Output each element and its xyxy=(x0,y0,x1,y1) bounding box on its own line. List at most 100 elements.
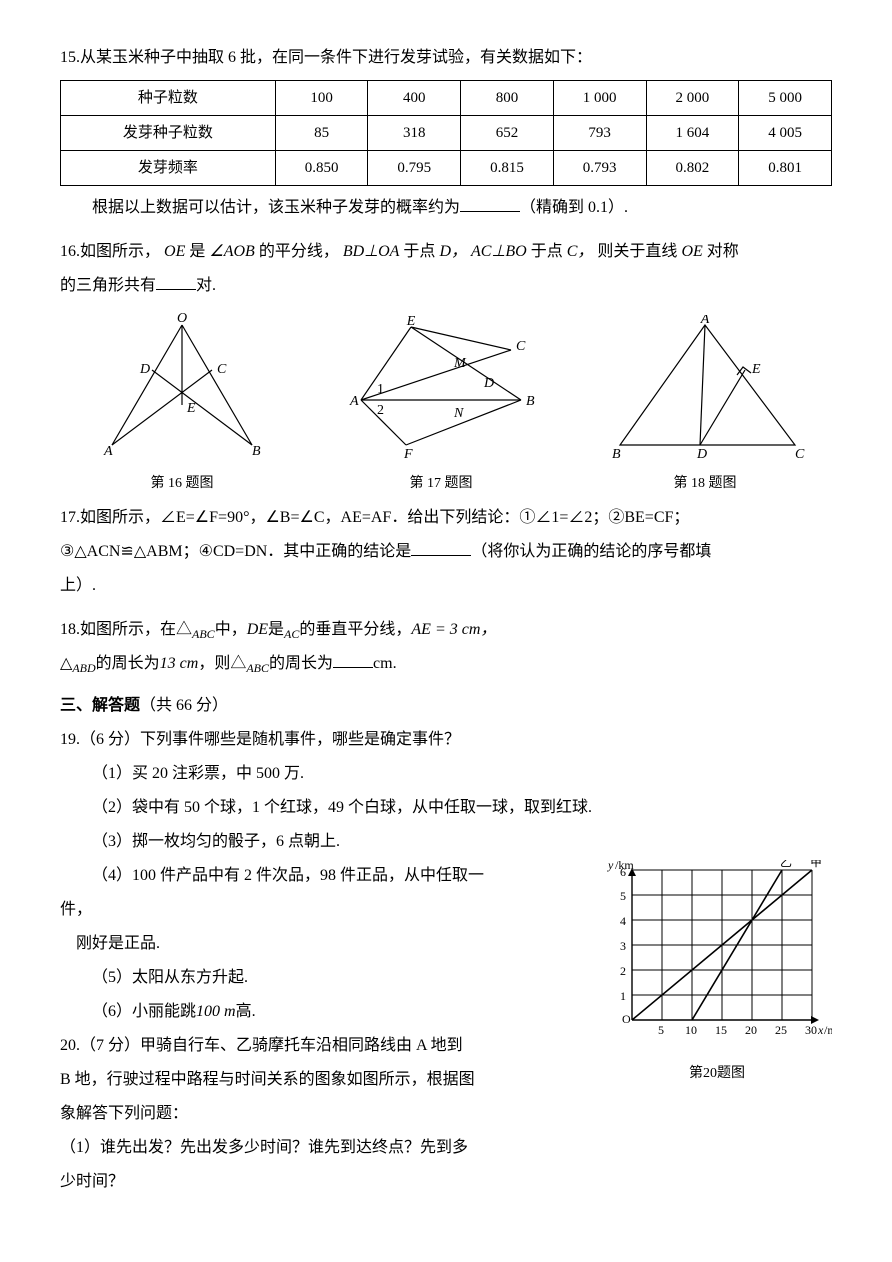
text: 的平分线， xyxy=(259,243,339,260)
fig18-svg: A E B D C xyxy=(600,315,810,460)
q18-l2: △ABD的周长为13 cm，则△ABC的周长为cm. xyxy=(60,648,832,680)
q17-l2: ③△ACN≌△ABM；④CD=DN．其中正确的结论是（将你认为正确的结论的序号都… xyxy=(60,536,832,568)
cell: 0.793 xyxy=(553,151,646,186)
q20-figure: O 1 2 3 4 5 6 5 10 15 20 25 30 y/km x/mi… xyxy=(602,860,832,1084)
fig17-svg: E C M D A N B F 1 2 xyxy=(336,315,546,460)
var: ABC xyxy=(246,661,269,675)
q19-item: （1）买 20 注彩票，中 500 万. xyxy=(60,758,832,790)
svg-text:25: 25 xyxy=(775,1023,787,1037)
q15-table: 种子粒数 100 400 800 1 000 2 000 5 000 发芽种子粒… xyxy=(60,80,832,186)
cell: 1 000 xyxy=(553,81,646,116)
svg-text:E: E xyxy=(186,401,196,416)
var: 13 cm xyxy=(160,655,199,672)
text: 根据以上数据可以估计，该玉米种子发芽的概率约为 xyxy=(92,199,460,216)
svg-text:A: A xyxy=(700,315,710,327)
fig17-caption: 第 17 题图 xyxy=(336,474,546,494)
svg-text:y: y xyxy=(607,860,614,872)
text: 对. xyxy=(196,277,216,294)
cell: 0.815 xyxy=(461,151,554,186)
cell: 0.850 xyxy=(275,151,368,186)
section-heading: 三、解答题 xyxy=(60,697,140,714)
cell: 800 xyxy=(461,81,554,116)
q17-l3: 上）. xyxy=(60,570,832,602)
cell: 2 000 xyxy=(646,81,739,116)
svg-text:C: C xyxy=(795,447,805,460)
svg-text:乙: 乙 xyxy=(780,860,792,869)
var: AE = 3 cm， xyxy=(411,621,496,638)
fig16-svg: O D C E A B xyxy=(82,310,282,460)
var: ABC xyxy=(192,627,215,641)
text: cm. xyxy=(373,655,397,672)
q15-prompt: 15.从某玉米种子中抽取 6 批，在同一条件下进行发芽试验，有关数据如下： xyxy=(60,42,832,74)
svg-text:1: 1 xyxy=(620,989,626,1003)
svg-text:4: 4 xyxy=(620,914,626,928)
svg-text:M: M xyxy=(453,356,467,371)
svg-text:2: 2 xyxy=(620,964,626,978)
cell: 793 xyxy=(553,116,646,151)
cell: 400 xyxy=(368,81,461,116)
text: 中， xyxy=(215,621,247,638)
var: OE xyxy=(681,243,702,260)
cell: 发芽种子粒数 xyxy=(61,116,276,151)
svg-text:D: D xyxy=(696,447,707,460)
svg-text:C: C xyxy=(516,339,526,354)
q20-chart-svg: O 1 2 3 4 5 6 5 10 15 20 25 30 y/km x/mi… xyxy=(602,860,832,1050)
q20-q1a: （1）谁先出发？先出发多少时间？谁先到达终点？先到多 xyxy=(60,1132,832,1164)
var: BD⊥OA xyxy=(343,243,400,260)
var: AC⊥BO xyxy=(471,243,527,260)
figures-row: O D C E A B 第 16 题图 E C xyxy=(60,310,832,494)
section3-title: 三、解答题（共 66 分） xyxy=(60,690,832,722)
cell: 1 604 xyxy=(646,116,739,151)
blank xyxy=(156,274,196,290)
section-note: （共 66 分） xyxy=(140,697,228,714)
svg-text:D: D xyxy=(483,376,494,391)
cell: 4 005 xyxy=(739,116,832,151)
text: 是 xyxy=(189,243,205,260)
table-row: 发芽种子粒数 85 318 652 793 1 604 4 005 xyxy=(61,116,832,151)
svg-text:E: E xyxy=(406,315,416,329)
text: 对称 xyxy=(707,243,739,260)
svg-text:3: 3 xyxy=(620,939,626,953)
q16-line2: 的三角形共有对. xyxy=(60,270,832,302)
var: ABD xyxy=(72,661,95,675)
svg-text:5: 5 xyxy=(620,889,626,903)
q17-l1: 17.如图所示，∠E=∠F=90°，∠B=∠C，AE=AF．给出下列结论：①∠1… xyxy=(60,502,832,534)
text: 高. xyxy=(236,1003,256,1020)
svg-text:20: 20 xyxy=(745,1023,757,1037)
q20-q1b: 少时间？ xyxy=(60,1166,832,1198)
var: ∠AOB xyxy=(209,243,254,260)
svg-text:F: F xyxy=(403,447,413,460)
var: D， xyxy=(439,243,467,260)
blank xyxy=(460,196,520,212)
text: 于点 xyxy=(403,243,435,260)
svg-text:甲: 甲 xyxy=(810,860,822,869)
cell: 发芽频率 xyxy=(61,151,276,186)
var: AC xyxy=(284,627,299,641)
svg-text:1: 1 xyxy=(377,382,384,397)
var: 100 m xyxy=(196,1003,236,1020)
cell: 0.795 xyxy=(368,151,461,186)
svg-text:/km: /km xyxy=(615,860,634,872)
cell: 0.801 xyxy=(739,151,832,186)
text: 则关于直线 xyxy=(597,243,677,260)
svg-text:2: 2 xyxy=(377,403,384,418)
cell: 652 xyxy=(461,116,554,151)
table-row: 发芽频率 0.850 0.795 0.815 0.793 0.802 0.801 xyxy=(61,151,832,186)
q19-item: （2）袋中有 50 个球，1 个红球，49 个白球，从中任取一球，取到红球. xyxy=(60,792,832,824)
q19-item: （3）掷一枚均匀的骰子，6 点朝上. xyxy=(60,826,832,858)
svg-text:5: 5 xyxy=(658,1023,664,1037)
svg-text:x: x xyxy=(817,1023,824,1037)
svg-text:/min: /min xyxy=(824,1023,832,1037)
fig17-wrap: E C M D A N B F 1 2 第 17 题图 xyxy=(336,315,546,494)
cell: 100 xyxy=(275,81,368,116)
text: 18.如图所示，在△ xyxy=(60,621,192,638)
cell: 5 000 xyxy=(739,81,832,116)
svg-text:O: O xyxy=(622,1012,631,1026)
cell: 318 xyxy=(368,116,461,151)
var: OE xyxy=(164,243,185,260)
text: 的垂直平分线， xyxy=(299,621,411,638)
svg-text:10: 10 xyxy=(685,1023,697,1037)
svg-text:B: B xyxy=(526,394,535,409)
text: （6）小丽能跳 xyxy=(92,1003,196,1020)
svg-text:D: D xyxy=(139,362,150,377)
